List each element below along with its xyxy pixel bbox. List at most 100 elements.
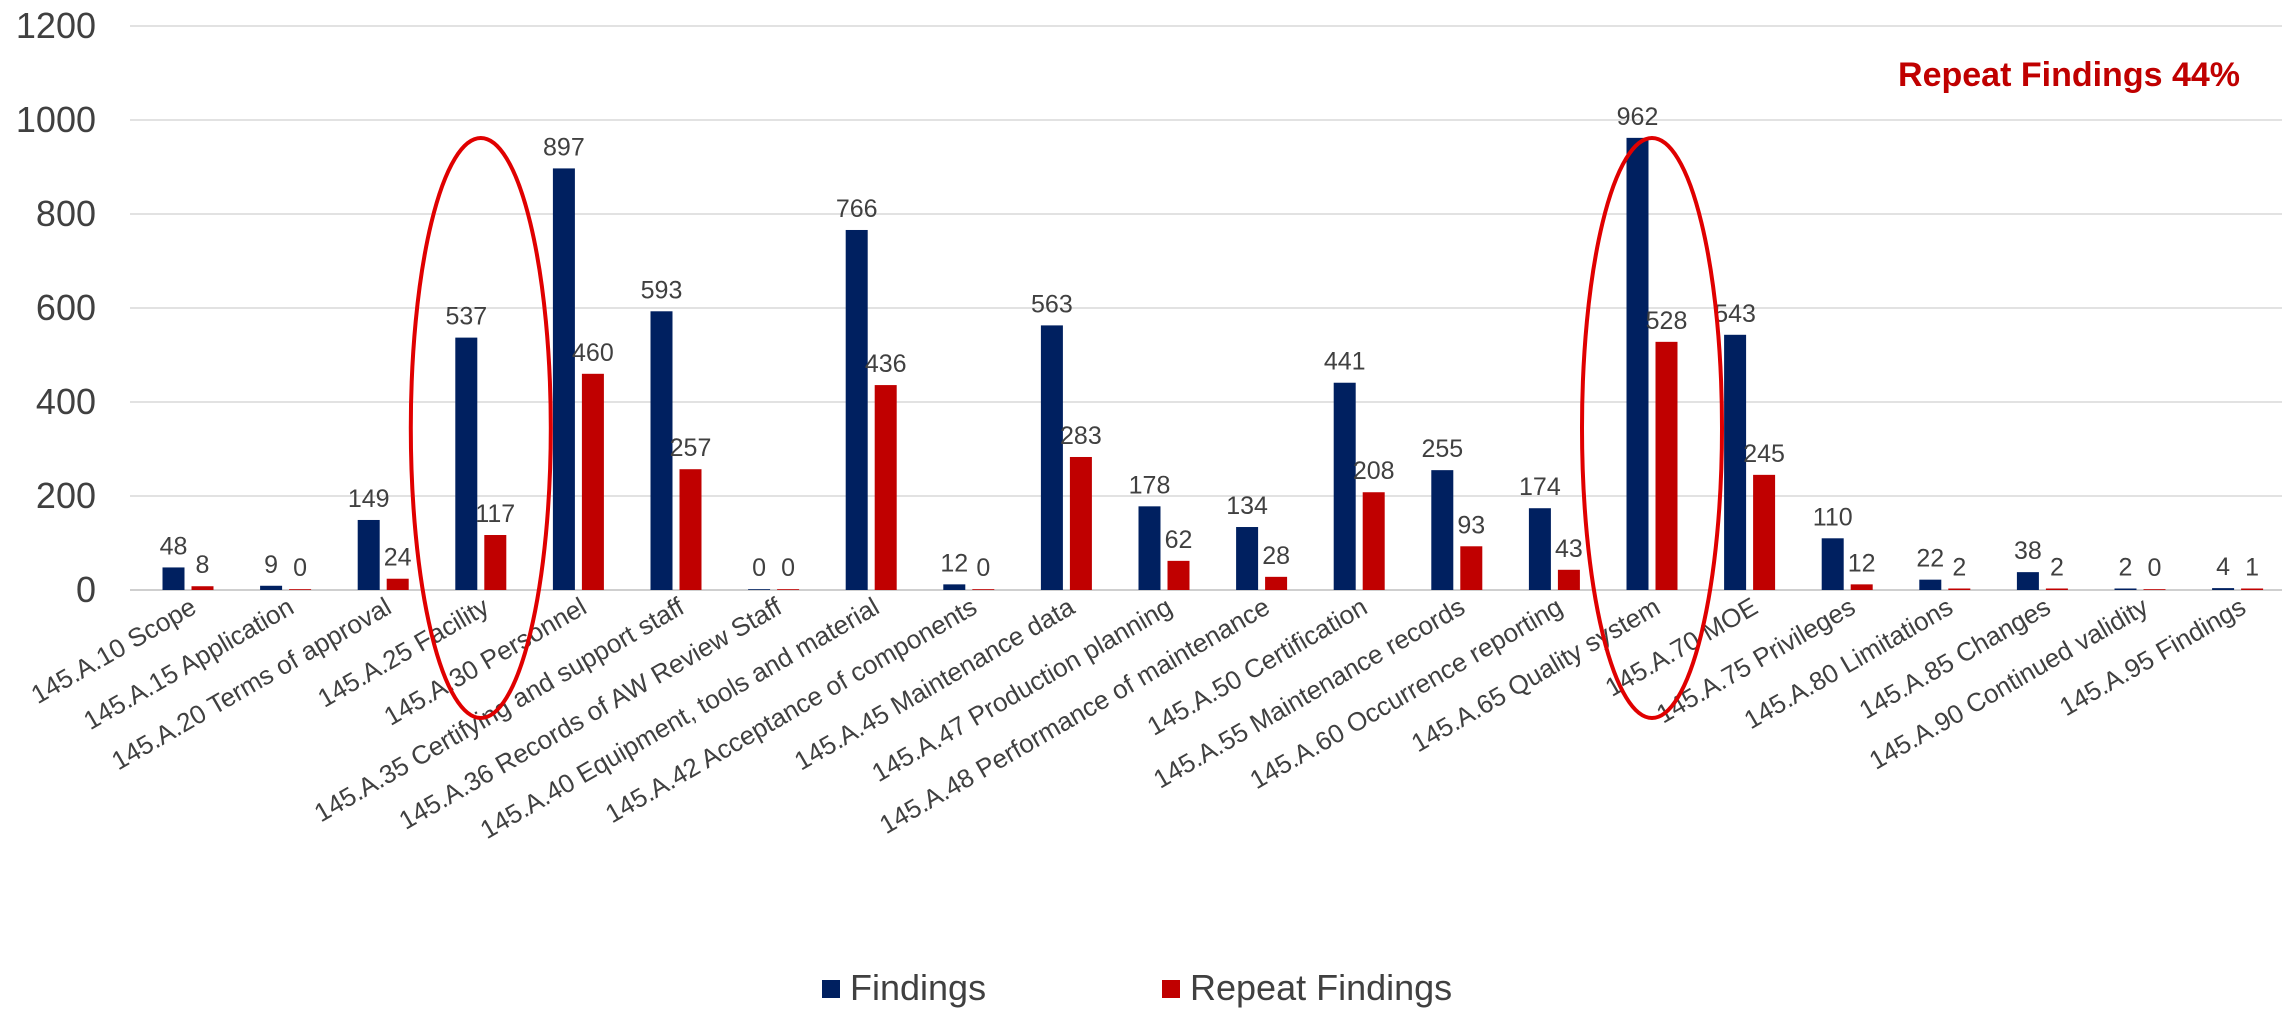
data-label-repeat-findings-8: 0 [976, 554, 990, 582]
bar-repeat-findings-5 [679, 469, 702, 590]
bar-repeat-findings-2 [386, 578, 409, 590]
y-tick-200: 200 [36, 475, 96, 516]
data-label-findings-19: 38 [2014, 537, 2042, 565]
data-label-repeat-findings-14: 43 [1555, 535, 1583, 563]
y-tick-600: 600 [36, 287, 96, 328]
data-label-findings-21: 4 [2216, 553, 2230, 581]
bar-findings-21 [2212, 588, 2235, 590]
data-label-repeat-findings-20: 0 [2148, 554, 2162, 582]
y-tick-0: 0 [76, 569, 96, 610]
data-label-findings-9: 563 [1031, 290, 1073, 318]
gridlines [130, 25, 2282, 591]
data-label-findings-17: 110 [1813, 503, 1853, 531]
data-label-repeat-findings-1: 0 [293, 554, 307, 582]
highlight-ellipses [408, 136, 1724, 720]
data-label-findings-1: 9 [264, 551, 278, 579]
bar-findings-0 [162, 567, 185, 590]
data-label-repeat-findings-0: 8 [196, 551, 210, 579]
bar-findings-6 [748, 589, 771, 590]
data-label-repeat-findings-18: 2 [1952, 554, 1966, 582]
bar-repeat-findings-17 [1850, 584, 1873, 590]
data-label-repeat-findings-3: 117 [475, 500, 515, 528]
data-label-findings-7: 766 [836, 195, 878, 223]
bar-repeat-findings-7 [874, 385, 897, 590]
bar-findings-19 [2016, 572, 2039, 590]
legend-label-0: Findings [850, 967, 986, 1008]
bar-findings-1 [260, 585, 283, 590]
data-label-repeat-findings-9: 283 [1060, 422, 1102, 450]
data-label-repeat-findings-12: 208 [1353, 457, 1395, 485]
bar-findings-8 [943, 584, 966, 590]
bar-findings-4 [552, 168, 575, 590]
bar-repeat-findings-4 [581, 373, 604, 590]
bar-repeat-findings-12 [1362, 492, 1385, 590]
data-label-findings-14: 174 [1519, 473, 1561, 501]
bar-findings-7 [845, 229, 868, 591]
data-label-repeat-findings-5: 257 [670, 434, 712, 462]
data-label-findings-10: 178 [1129, 471, 1171, 499]
bar-repeat-findings-6 [777, 589, 800, 590]
data-label-repeat-findings-21: 1 [2245, 554, 2259, 582]
bar-findings-13 [1431, 470, 1454, 590]
data-label-repeat-findings-15: 528 [1646, 307, 1688, 335]
y-tick-1000: 1000 [16, 99, 96, 140]
repeat-findings-annotation: Repeat Findings 44% [1898, 56, 2240, 94]
data-label-findings-8: 12 [940, 549, 968, 577]
data-label-findings-0: 48 [160, 532, 188, 560]
bar-findings-16 [1724, 334, 1747, 590]
bar-repeat-findings-9 [1069, 456, 1092, 590]
legend-swatch-0 [822, 980, 840, 998]
highlight-ellipse-0 [408, 136, 553, 720]
bar-findings-2 [357, 519, 380, 590]
data-label-repeat-findings-7: 436 [865, 350, 907, 378]
data-label-repeat-findings-6: 0 [781, 554, 795, 582]
bar-repeat-findings-15 [1655, 341, 1678, 590]
bar-repeat-findings-18 [1948, 588, 1971, 590]
data-label-repeat-findings-19: 2 [2050, 554, 2064, 582]
bar-repeat-findings-19 [2045, 588, 2068, 590]
bar-findings-18 [1919, 579, 1942, 590]
data-label-findings-5: 593 [641, 276, 683, 304]
bar-repeat-findings-11 [1265, 576, 1288, 590]
bar-repeat-findings-14 [1557, 569, 1580, 590]
data-label-findings-3: 537 [445, 303, 487, 331]
data-label-findings-6: 0 [752, 554, 766, 582]
bar-findings-10 [1138, 506, 1161, 590]
bar-repeat-findings-13 [1460, 546, 1483, 590]
bar-repeat-findings-0 [191, 586, 214, 590]
data-label-findings-18: 22 [1916, 545, 1944, 573]
bar-repeat-findings-10 [1167, 560, 1190, 590]
data-label-findings-12: 441 [1324, 348, 1366, 376]
bar-findings-5 [650, 311, 673, 590]
bars [162, 137, 2264, 591]
data-label-repeat-findings-16: 245 [1743, 440, 1785, 468]
legend: Findings Repeat Findings [822, 967, 1452, 1008]
bar-repeat-findings-16 [1753, 474, 1776, 590]
bar-findings-15 [1626, 137, 1649, 591]
data-label-repeat-findings-10: 62 [1165, 526, 1193, 554]
highlight-ellipse-1 [1580, 136, 1724, 720]
data-label-repeat-findings-4: 460 [572, 339, 614, 367]
bar-repeat-findings-21 [2241, 588, 2264, 590]
bar-findings-11 [1236, 527, 1259, 590]
data-label-repeat-findings-11: 28 [1262, 542, 1290, 570]
y-tick-400: 400 [36, 381, 96, 422]
bar-findings-17 [1821, 538, 1844, 590]
y-tick-800: 800 [36, 193, 96, 234]
y-tick-1200: 1200 [16, 5, 96, 46]
bar-findings-20 [2114, 588, 2137, 590]
data-label-repeat-findings-13: 93 [1457, 511, 1485, 539]
data-label-findings-4: 897 [543, 133, 585, 161]
bar-repeat-findings-20 [2143, 589, 2166, 590]
bar-repeat-findings-3 [484, 535, 507, 590]
data-label-repeat-findings-17: 12 [1848, 549, 1876, 577]
data-label-findings-15: 962 [1617, 103, 1659, 131]
bar-repeat-findings-8 [972, 589, 995, 590]
data-label-findings-13: 255 [1421, 435, 1463, 463]
bar-repeat-findings-1 [289, 589, 312, 590]
legend-swatch-1 [1162, 980, 1180, 998]
bar-findings-9 [1040, 325, 1063, 590]
